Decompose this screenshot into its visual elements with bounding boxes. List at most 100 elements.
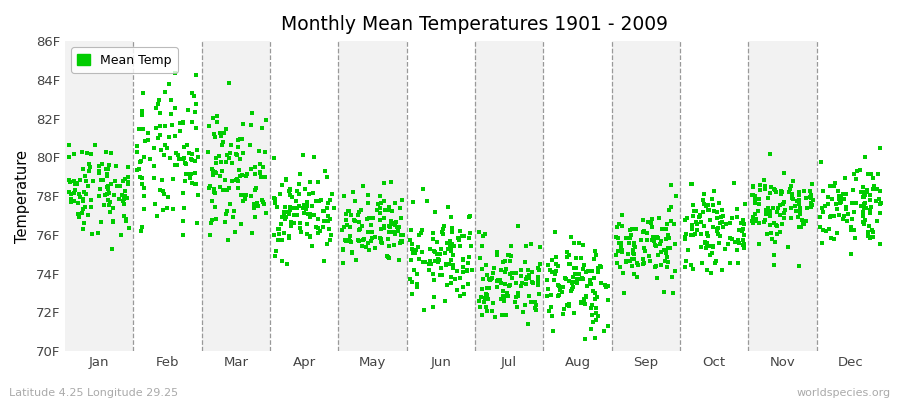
Point (863, 192, 878, 199)
Point (395, 238, 410, 244)
Point (82, 161, 96, 168)
Point (732, 240, 746, 246)
Point (721, 241, 735, 247)
Point (76, 198, 90, 205)
Point (188, 181, 202, 187)
Point (337, 193, 351, 200)
Point (864, 170, 878, 177)
Point (100, 184, 114, 190)
Point (601, 322, 616, 329)
Point (730, 239, 744, 246)
Point (481, 295, 495, 302)
Point (71, 211, 86, 217)
Point (819, 228, 833, 234)
Point (383, 218, 398, 224)
Point (863, 210, 878, 216)
Point (76, 206, 90, 213)
Point (156, 207, 170, 213)
Point (463, 213, 477, 219)
Point (668, 268, 682, 274)
Point (315, 224, 329, 230)
Point (189, 181, 203, 187)
Point (341, 237, 356, 244)
Point (380, 252, 394, 259)
Point (224, 142, 238, 148)
Point (656, 289, 670, 296)
Point (206, 188, 220, 195)
Point (560, 254, 574, 260)
Point (147, 163, 161, 169)
Point (168, 133, 183, 139)
Point (644, 237, 659, 243)
Point (664, 218, 679, 224)
Point (482, 284, 496, 291)
Point (351, 209, 365, 215)
Point (435, 272, 449, 278)
Point (287, 220, 302, 227)
Point (422, 261, 436, 268)
Point (520, 274, 535, 280)
Point (698, 223, 712, 230)
Point (94, 218, 109, 225)
Point (429, 251, 444, 257)
Point (322, 216, 337, 222)
Point (831, 206, 845, 212)
Point (257, 149, 272, 155)
Point (307, 154, 321, 160)
Point (236, 198, 250, 204)
Point (515, 280, 529, 286)
Point (862, 222, 877, 229)
Point (178, 160, 193, 166)
Point (745, 192, 760, 198)
Point (498, 269, 512, 276)
Point (76, 196, 90, 202)
Point (748, 210, 762, 217)
Point (837, 191, 851, 198)
Point (479, 304, 493, 311)
Point (544, 257, 559, 264)
Point (700, 243, 715, 250)
Bar (475, 41, 544, 351)
Point (686, 266, 700, 272)
Point (585, 312, 599, 318)
Point (233, 135, 248, 142)
Point (79, 150, 94, 156)
Point (453, 274, 467, 281)
Point (792, 201, 806, 207)
Point (806, 197, 820, 203)
Point (76, 188, 91, 195)
Point (389, 219, 403, 225)
Point (543, 267, 557, 274)
Point (500, 290, 514, 296)
Point (302, 191, 317, 197)
Point (140, 130, 155, 136)
Point (566, 274, 580, 280)
Point (318, 168, 332, 175)
Point (509, 304, 524, 310)
Point (472, 255, 487, 261)
Point (76, 166, 90, 172)
Point (788, 208, 803, 214)
Point (661, 259, 675, 265)
Point (584, 326, 598, 333)
Point (244, 122, 258, 128)
Point (474, 286, 489, 293)
Point (758, 186, 772, 192)
Point (549, 261, 563, 268)
Point (116, 194, 130, 200)
Point (311, 179, 326, 185)
Point (649, 243, 663, 249)
Point (696, 209, 710, 215)
Point (698, 240, 712, 246)
Point (272, 226, 286, 232)
Point (117, 196, 131, 202)
Point (725, 215, 740, 222)
Point (709, 257, 724, 264)
Point (101, 183, 115, 190)
Point (824, 183, 838, 189)
Point (586, 288, 600, 294)
Point (386, 228, 400, 235)
Point (122, 225, 136, 232)
Point (771, 205, 786, 211)
Point (615, 249, 629, 256)
